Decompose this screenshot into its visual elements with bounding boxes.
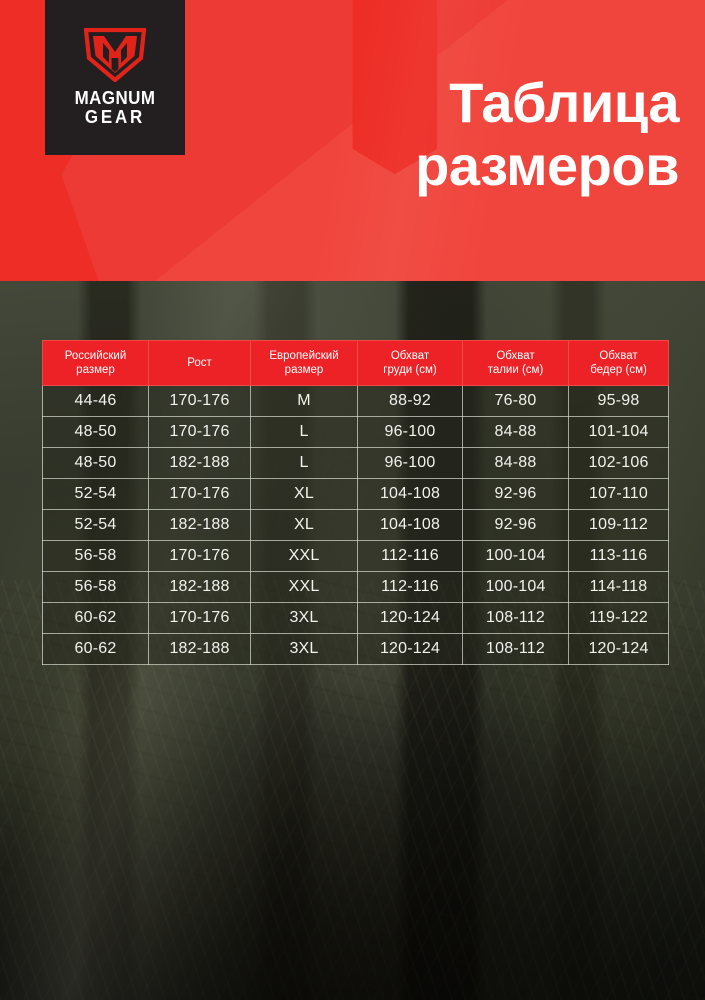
table-row: 56-58 170-176 XXL 112-116 100-104 113-116 <box>42 540 669 572</box>
table-row: 60-62 170-176 3XL 120-124 108-112 119-122 <box>42 602 669 634</box>
table-row: 56-58 182-188 XXL 112-116 100-104 114-118 <box>42 571 669 603</box>
table-cell-r8-c4: 108-112 <box>462 633 569 665</box>
table-cell-r0-c4: 76-80 <box>462 385 569 417</box>
column-header-4-line-1: талии (см) <box>487 364 544 376</box>
column-header-0-line-1: размер <box>76 364 115 376</box>
table-cell-r1-c2: L <box>250 416 358 448</box>
brand-wordmark: MAGNUM GEAR <box>72 87 158 127</box>
table-cell-r4-c1: 182-188 <box>148 509 251 541</box>
table-cell-r0-c5: 95-98 <box>568 385 669 417</box>
column-header-1-line-0: Рост <box>187 356 212 369</box>
table-cell-r0-c2: M <box>250 385 358 417</box>
table-cell-r2-c3: 96-100 <box>357 447 463 479</box>
table-cell-r7-c3: 120-124 <box>357 602 463 634</box>
table-cell-r5-c3: 112-116 <box>357 540 463 572</box>
table-cell-r4-c4: 92-96 <box>462 509 569 541</box>
table-cell-r1-c1: 170-176 <box>148 416 251 448</box>
table-cell-r6-c1: 182-188 <box>148 571 251 603</box>
page-title-line-2: размеров <box>415 133 679 197</box>
table-cell-r1-c0: 48-50 <box>42 416 149 448</box>
table-cell-r6-c5: 114-118 <box>568 571 669 603</box>
table-cell-r8-c5: 120-124 <box>568 633 669 665</box>
table-cell-r7-c5: 119-122 <box>568 602 669 634</box>
table-cell-r7-c0: 60-62 <box>42 602 149 634</box>
page-title: Таблица размеров <box>259 71 679 197</box>
table-cell-r2-c4: 84-88 <box>462 447 569 479</box>
table-row: 52-54 170-176 XL 104-108 92-96 107-110 <box>42 478 669 510</box>
column-header-2-line-0: Европейский <box>269 349 339 362</box>
table-cell-r4-c3: 104-108 <box>357 509 463 541</box>
column-header-3-line-1: груди (см) <box>383 364 437 376</box>
column-header-2: Европейский размер <box>250 340 358 386</box>
size-table-container: Российский размер Рост Европейский размер Обх… <box>42 340 669 665</box>
table-cell-r3-c2: XL <box>250 478 358 510</box>
table-cell-r1-c3: 96-100 <box>357 416 463 448</box>
column-header-1: Рост <box>148 340 251 386</box>
table-cell-r4-c0: 52-54 <box>42 509 149 541</box>
table-cell-r0-c3: 88-92 <box>357 385 463 417</box>
table-cell-r3-c4: 92-96 <box>462 478 569 510</box>
column-header-4-line-0: Обхват <box>496 349 535 362</box>
table-cell-r6-c0: 56-58 <box>42 571 149 603</box>
table-cell-r6-c2: XXL <box>250 571 358 603</box>
table-cell-r8-c3: 120-124 <box>357 633 463 665</box>
column-header-4: Обхват талии (см) <box>462 340 569 386</box>
table-cell-r5-c2: XXL <box>250 540 358 572</box>
table-cell-r6-c3: 112-116 <box>357 571 463 603</box>
column-header-2-line-1: размер <box>284 364 324 376</box>
table-cell-r3-c3: 104-108 <box>357 478 463 510</box>
table-cell-r2-c0: 48-50 <box>42 447 149 479</box>
table-row: 52-54 182-188 XL 104-108 92-96 109-112 <box>42 509 669 541</box>
column-header-5-line-0: Обхват <box>599 349 638 362</box>
table-cell-r6-c4: 100-104 <box>462 571 569 603</box>
table-header-row: Российский размер Рост Европейский размер Обх… <box>42 340 669 386</box>
table-cell-r8-c0: 60-62 <box>42 633 149 665</box>
column-header-5-line-1: бедер (см) <box>590 364 647 376</box>
brand-word-gear: GEAR <box>84 107 146 127</box>
table-row: 48-50 170-176 L 96-100 84-88 101-104 <box>42 416 669 448</box>
table-cell-r5-c0: 56-58 <box>42 540 149 572</box>
column-header-3-line-0: Обхват <box>390 349 430 362</box>
column-header-3: Обхват груди (см) <box>357 340 463 386</box>
page-title-line-1: Таблица <box>449 71 679 134</box>
table-row: 44-46 170-176 M 88-92 76-80 95-98 <box>42 385 669 417</box>
header-banner: MAGNUM GEAR Таблица размеров <box>0 0 705 281</box>
table-cell-r2-c5: 102-106 <box>568 447 669 479</box>
table-cell-r1-c5: 101-104 <box>568 416 669 448</box>
table-cell-r5-c1: 170-176 <box>148 540 251 572</box>
brand-logo-badge: MAGNUM GEAR <box>45 0 185 155</box>
table-cell-r2-c2: L <box>250 447 358 479</box>
table-cell-r8-c2: 3XL <box>250 633 358 665</box>
table-row: 48-50 182-188 L 96-100 84-88 102-106 <box>42 447 669 479</box>
brand-word-magnum: MAGNUM <box>74 87 156 108</box>
table-cell-r7-c1: 170-176 <box>148 602 251 634</box>
table-cell-r7-c2: 3XL <box>250 602 358 634</box>
column-header-5: Обхват бедер (см) <box>568 340 669 386</box>
table-cell-r1-c4: 84-88 <box>462 416 569 448</box>
size-table: Российский размер Рост Европейский размер Обх… <box>42 340 669 665</box>
table-cell-r0-c0: 44-46 <box>42 385 149 417</box>
size-table-head: Российский размер Рост Европейский размер Обх… <box>42 340 669 386</box>
column-header-0-line-0: Российский <box>64 349 127 362</box>
table-cell-r2-c1: 182-188 <box>148 447 251 479</box>
table-cell-r5-c4: 100-104 <box>462 540 569 572</box>
table-cell-r0-c1: 170-176 <box>148 385 251 417</box>
column-header-0: Российский размер <box>42 340 149 386</box>
table-row: 60-62 182-188 3XL 120-124 108-112 120-124 <box>42 633 669 665</box>
table-cell-r3-c5: 107-110 <box>568 478 669 510</box>
size-table-body: 44-46 170-176 M 88-92 76-80 95-98 48-50 170-176… <box>42 385 669 665</box>
table-cell-r3-c0: 52-54 <box>42 478 149 510</box>
table-cell-r5-c5: 113-116 <box>568 540 669 572</box>
table-cell-r4-c5: 109-112 <box>568 509 669 541</box>
table-cell-r7-c4: 108-112 <box>462 602 569 634</box>
table-cell-r4-c2: XL <box>250 509 358 541</box>
table-cell-r3-c1: 170-176 <box>148 478 251 510</box>
table-cell-r8-c1: 182-188 <box>148 633 251 665</box>
magnum-shield-m-icon <box>84 27 146 82</box>
